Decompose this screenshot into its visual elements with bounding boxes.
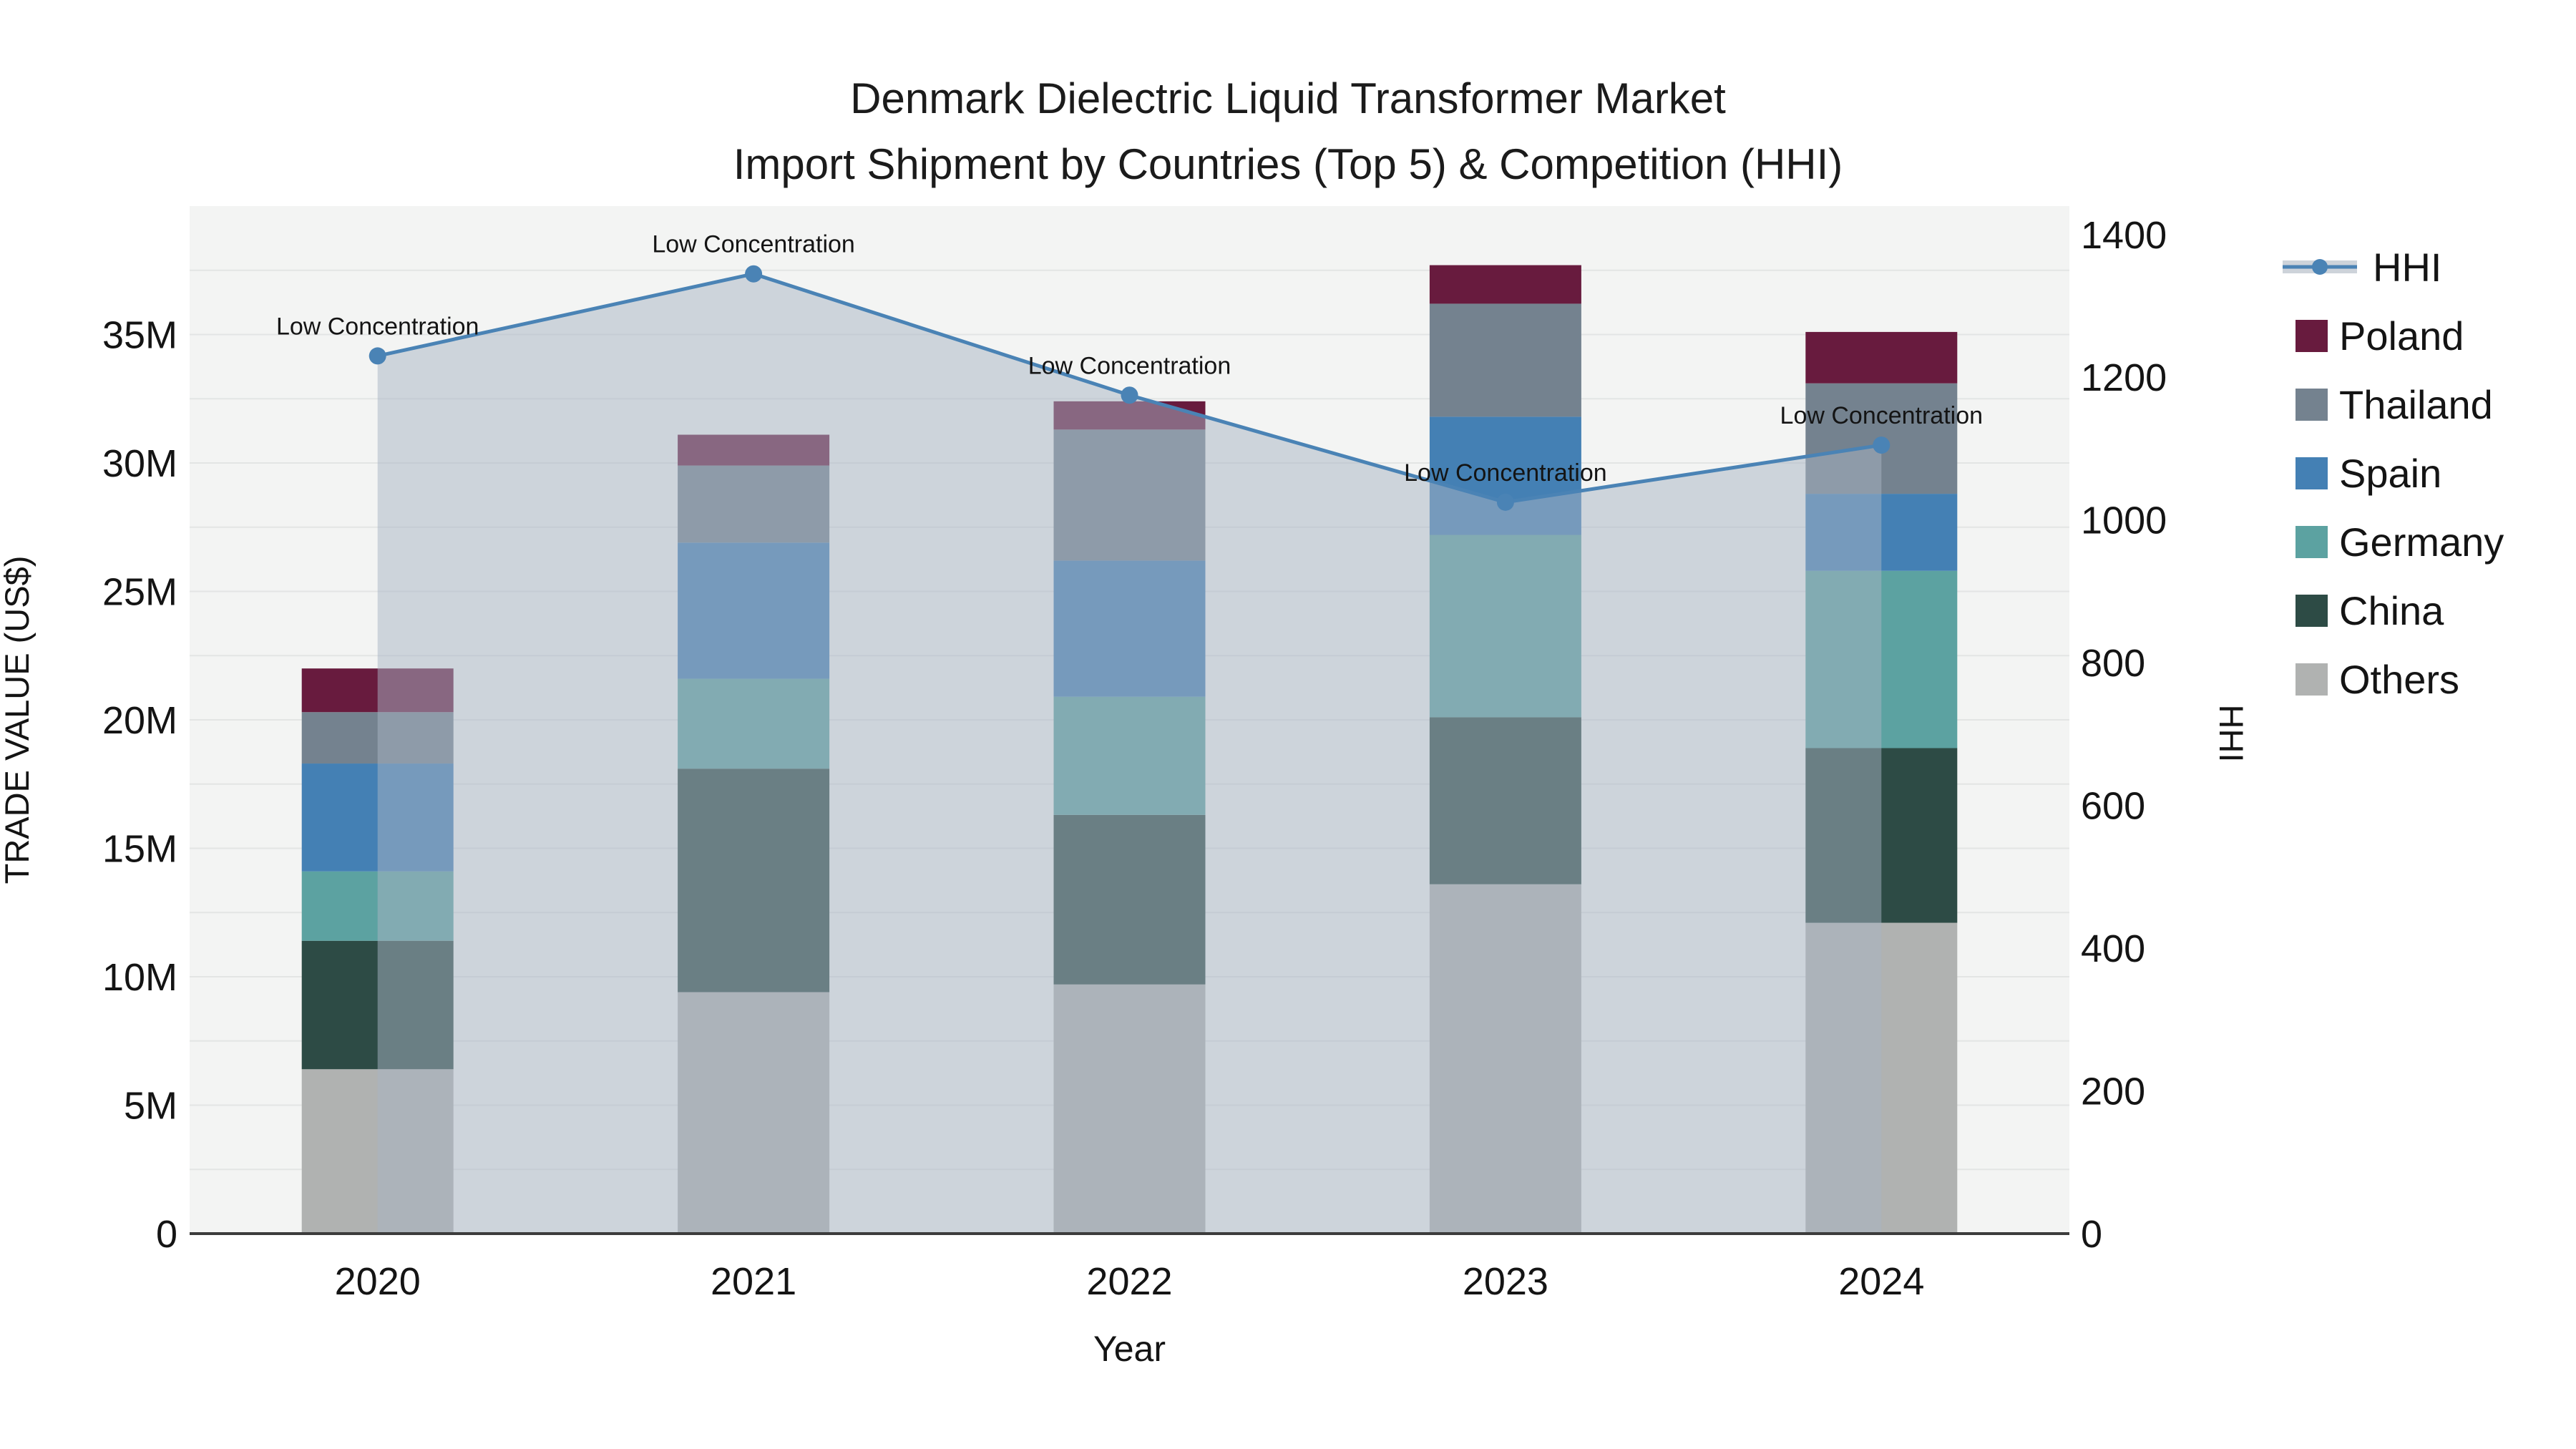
right-tick-label: 800: [2081, 642, 2145, 685]
annotation-2022: Low Concentration: [1028, 352, 1231, 379]
legend-hhi-line-symbol: [2283, 259, 2357, 275]
hhi-area-fill: [377, 273, 1882, 1234]
legend-item-spain: Spain: [2283, 439, 2504, 507]
legend-label-poland: Poland: [2339, 313, 2464, 358]
left-tick-label: 25M: [102, 570, 177, 613]
legend: HHI Poland Thailand Spain Germany China Others: [2283, 233, 2504, 713]
legend-swatch-china: [2296, 594, 2328, 627]
legend-swatch-poland: [2296, 319, 2328, 352]
right-tick-label: 1400: [2081, 214, 2167, 257]
bar-segment-poland-2023: [1429, 265, 1581, 304]
right-tick-label: 200: [2081, 1070, 2145, 1113]
right-axis-title: HHI: [2212, 705, 2250, 763]
legend-item-china: China: [2283, 576, 2504, 645]
hhi-point-2020: [369, 347, 386, 365]
hhi-point-2024: [1873, 436, 1890, 454]
hhi-point-2021: [745, 265, 763, 283]
legend-swatch-germany: [2296, 525, 2328, 558]
x-tick-label-2021: 2021: [711, 1260, 796, 1303]
annotation-2024: Low Concentration: [1780, 402, 1984, 429]
right-tick-label: 400: [2081, 927, 2145, 970]
annotation-2023: Low Concentration: [1404, 459, 1607, 487]
x-tick-label-2024: 2024: [1838, 1260, 1924, 1303]
legend-item-others: Others: [2283, 645, 2504, 713]
legend-label-china: China: [2339, 587, 2444, 633]
legend-item-thailand: Thailand: [2283, 370, 2504, 439]
hhi-point-2023: [1496, 493, 1514, 511]
legend-label-spain: Spain: [2339, 450, 2442, 496]
right-tick-label: 1200: [2081, 356, 2167, 399]
left-tick-label: 15M: [102, 827, 177, 870]
left-tick-label: 30M: [102, 442, 177, 485]
legend-label-hhi: HHI: [2373, 244, 2442, 290]
left-tick-label: 5M: [124, 1084, 177, 1127]
x-axis-title: Year: [1093, 1329, 1166, 1369]
legend-item-poland: Poland: [2283, 301, 2504, 370]
left-tick-label: 35M: [102, 313, 177, 356]
legend-label-thailand: Thailand: [2339, 381, 2493, 427]
right-tick-label: 600: [2081, 785, 2145, 828]
legend-item-germany: Germany: [2283, 507, 2504, 576]
legend-label-others: Others: [2339, 656, 2460, 702]
bar-segment-thailand-2023: [1429, 303, 1581, 417]
legend-swatch-others: [2296, 663, 2328, 696]
left-axis-title: TRADE VALUE (US$): [0, 556, 36, 884]
left-tick-label: 10M: [102, 956, 177, 999]
hhi-point-2022: [1121, 386, 1138, 404]
right-tick-label: 1000: [2081, 499, 2167, 542]
chart-title: Denmark Dielectric Liquid Transformer Ma…: [0, 66, 2576, 197]
x-tick-label-2022: 2022: [1086, 1260, 1172, 1303]
legend-label-germany: Germany: [2339, 519, 2504, 565]
right-tick-label: 0: [2081, 1213, 2102, 1256]
left-tick-label: 20M: [102, 699, 177, 742]
legend-item-hhi: HHI: [2283, 233, 2504, 301]
bar-segment-poland-2024: [1805, 331, 1958, 384]
x-tick-label-2020: 2020: [335, 1260, 421, 1303]
chart-title-line2: Import Shipment by Countries (Top 5) & C…: [733, 140, 1843, 188]
chart-title-line1: Denmark Dielectric Liquid Transformer Ma…: [850, 74, 1726, 122]
legend-marker-dot: [2312, 259, 2328, 275]
annotation-2021: Low Concentration: [652, 231, 855, 258]
legend-swatch-spain: [2296, 457, 2328, 489]
left-tick-label: 0: [156, 1213, 177, 1256]
annotation-2020: Low Concentration: [276, 313, 479, 340]
legend-swatch-thailand: [2296, 388, 2328, 421]
x-tick-label-2023: 2023: [1463, 1260, 1548, 1303]
